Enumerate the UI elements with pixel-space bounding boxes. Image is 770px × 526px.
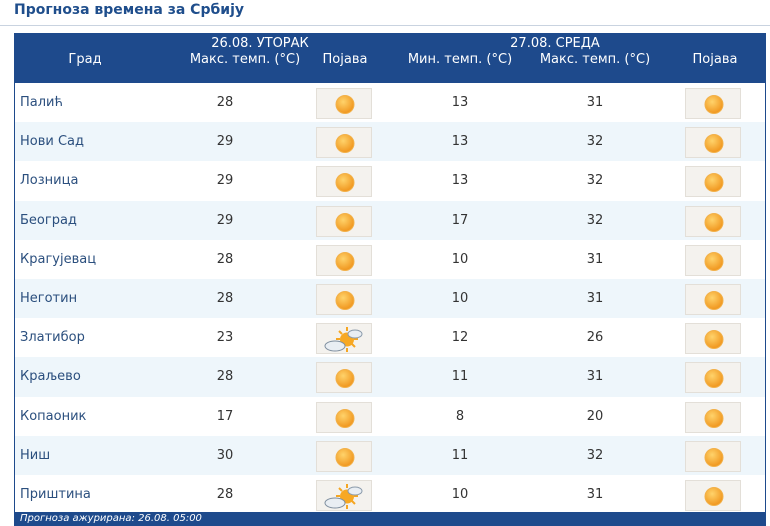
min-temp-day2: 8 xyxy=(455,408,465,424)
sunny-icon xyxy=(316,205,372,237)
max-temp-day2: 32 xyxy=(586,447,604,463)
sunny-icon xyxy=(685,88,741,119)
min-temp-day2: 13 xyxy=(451,95,469,110)
sunny-icon xyxy=(685,479,741,511)
sunny-icon xyxy=(685,244,741,276)
min-temp-day2: 10 xyxy=(451,290,469,306)
table-row: Неготин 28 10 31 xyxy=(15,278,765,319)
min-temp-day2: 13 xyxy=(451,134,469,150)
max-temp-day2: 31 xyxy=(586,95,604,110)
city-name: Копаоник xyxy=(20,408,87,424)
city-name: Палић xyxy=(20,95,63,110)
sunny-icon xyxy=(316,88,372,119)
sunny-icon xyxy=(316,440,372,472)
sunny-icon xyxy=(685,283,741,315)
header-condition-day2: Појава xyxy=(692,52,738,67)
day1-date: 26.08. УТОРАК xyxy=(211,36,309,51)
partly-cloudy-icon xyxy=(316,479,372,511)
max-temp-day1: 23 xyxy=(216,330,234,346)
sunny-icon xyxy=(685,323,741,355)
city-name: Лозница xyxy=(20,173,79,189)
table-row: Лозница 29 13 32 xyxy=(15,161,765,200)
max-temp-day2: 26 xyxy=(586,330,604,346)
sunny-icon xyxy=(685,166,741,198)
title-divider xyxy=(0,25,770,26)
table-row: Копаоник 17 8 20 xyxy=(15,397,765,436)
sunny-icon xyxy=(685,205,741,237)
table-row: Београд 29 17 32 xyxy=(15,200,765,240)
table-row: Нови Сад 29 13 32 xyxy=(15,122,765,162)
sunny-icon xyxy=(316,166,372,198)
max-temp-day1: 30 xyxy=(216,447,234,463)
city-name: Приштина xyxy=(20,486,91,502)
sunny-icon xyxy=(316,244,372,276)
city-name: Београд xyxy=(20,212,77,228)
min-temp-day2: 12 xyxy=(451,330,469,346)
sunny-icon xyxy=(316,283,372,315)
header-max-temp-day2: Макс. темп. (°C) xyxy=(539,52,651,67)
min-temp-day2: 13 xyxy=(451,173,469,189)
max-temp-day2: 20 xyxy=(586,408,604,424)
max-temp-day1: 28 xyxy=(216,369,234,385)
min-temp-day2: 11 xyxy=(451,369,469,385)
max-temp-day2: 31 xyxy=(586,369,604,385)
max-temp-day1: 17 xyxy=(216,408,234,424)
max-temp-day1: 28 xyxy=(216,290,234,306)
max-temp-day2: 32 xyxy=(586,134,604,150)
max-temp-day1: 29 xyxy=(216,134,234,150)
max-temp-day2: 31 xyxy=(586,486,604,502)
sunny-icon xyxy=(685,401,741,433)
sunny-icon xyxy=(316,362,372,394)
sunny-icon xyxy=(316,401,372,433)
max-temp-day1: 28 xyxy=(216,251,234,267)
table-row: Крагујевац 28 10 31 xyxy=(15,240,765,279)
city-name: Нови Сад xyxy=(20,134,85,150)
page-title: Прогноза времена за Србију xyxy=(14,2,244,18)
update-footer: Прогноза ажурирана: 26.08. 05:00 xyxy=(14,512,766,526)
header-min-temp-day2: Мин. темп. (°C) xyxy=(407,52,513,67)
min-temp-day2: 10 xyxy=(451,251,469,267)
table-row: Златибор 23 12 26 xyxy=(15,318,765,357)
table-row: Приштина 28 10 31 xyxy=(15,475,765,514)
table-row: Палић 28 13 31 xyxy=(15,83,765,122)
max-temp-day1: 28 xyxy=(216,95,234,110)
max-temp-day2: 32 xyxy=(586,173,604,189)
sunny-icon xyxy=(316,127,372,159)
min-temp-day2: 11 xyxy=(451,447,469,463)
city-name: Ниш xyxy=(20,447,51,463)
table-row: Ниш 30 11 32 xyxy=(15,435,765,475)
max-temp-day2: 31 xyxy=(586,251,604,267)
forecast-table: 26.08. УТОРАК 27.08. СРЕДА Град Макс. те… xyxy=(14,33,766,526)
header-city: Град xyxy=(68,52,102,67)
sunny-icon xyxy=(685,362,741,394)
header-max-temp-day1: Макс. темп. (°C) xyxy=(189,52,301,67)
day2-date: 27.08. СРЕДА xyxy=(510,36,600,51)
max-temp-day1: 28 xyxy=(216,486,234,502)
table-header: 26.08. УТОРАК 27.08. СРЕДА Град Макс. те… xyxy=(15,34,765,83)
header-condition-day1: Појава xyxy=(322,52,368,67)
max-temp-day1: 29 xyxy=(216,173,234,189)
max-temp-day2: 32 xyxy=(586,212,604,228)
city-name: Златибор xyxy=(20,330,85,346)
table-row: Краљево 28 11 31 xyxy=(15,357,765,397)
min-temp-day2: 10 xyxy=(451,486,469,502)
partly-cloudy-icon xyxy=(316,323,372,355)
max-temp-day2: 31 xyxy=(586,290,604,306)
table-body: Палић 28 13 31 Нови Сад 29 13 32 Лозница 29 13 32 Бе… xyxy=(15,83,765,514)
min-temp-day2: 17 xyxy=(451,212,469,228)
max-temp-day1: 29 xyxy=(216,212,234,228)
sunny-icon xyxy=(685,127,741,159)
city-name: Крагујевац xyxy=(20,251,97,267)
city-name: Краљево xyxy=(20,369,81,385)
sunny-icon xyxy=(685,440,741,472)
city-name: Неготин xyxy=(20,290,78,306)
